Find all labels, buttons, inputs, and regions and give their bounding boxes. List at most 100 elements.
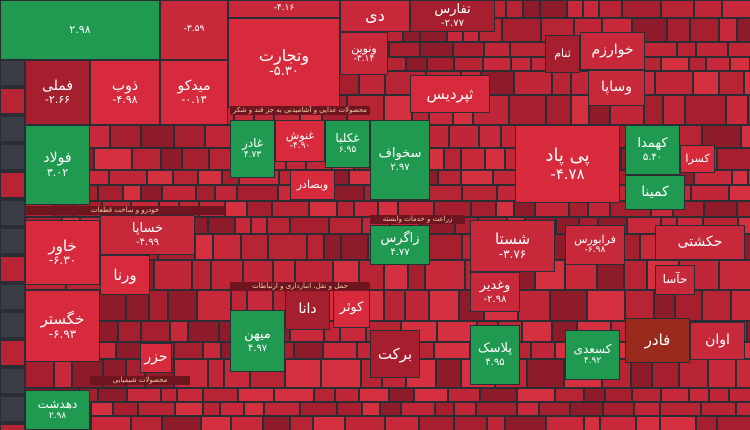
- stock-tile: -۳.۵۹: [160, 0, 228, 60]
- stock-tile: شستا -۳.۷۶: [470, 220, 555, 272]
- tile-filler: [717, 148, 750, 170]
- tile-filler: [479, 125, 501, 148]
- stock-name: کسرا: [685, 151, 710, 165]
- stock-change: ۳.۰۲: [46, 165, 69, 179]
- tile-filler: [309, 201, 337, 217]
- tile-filler: [118, 321, 141, 342]
- tile-filler: [235, 217, 251, 234]
- tile-filler: [0, 312, 25, 338]
- tile-filler: [359, 71, 385, 95]
- tile-filler: [177, 388, 203, 402]
- stock-tile: فرابورس -۶.۹۸: [565, 225, 625, 265]
- stock-tile: وساپا: [588, 70, 645, 106]
- tile-filler: [567, 0, 583, 18]
- tile-filler: [345, 416, 385, 430]
- tile-filler: [719, 71, 744, 95]
- tile-filler: [389, 42, 420, 57]
- stock-name: کهمدا: [637, 136, 668, 152]
- tile-filler: [730, 57, 750, 71]
- tile-filler: [313, 416, 345, 430]
- tile-filler: [546, 95, 571, 125]
- tile-filler: [741, 125, 750, 148]
- tile-filler: [485, 148, 505, 170]
- tile-filler: [323, 342, 357, 359]
- tile-filler: [268, 234, 307, 260]
- tile-filler: [597, 260, 624, 290]
- stock-name: ثنام: [554, 46, 571, 60]
- tile-filler: [708, 359, 736, 388]
- tile-filler: [584, 416, 600, 430]
- tile-filler: [505, 416, 546, 430]
- tile-filler: [453, 42, 484, 57]
- tile-filler: [294, 342, 323, 359]
- tile-filler: [518, 290, 550, 321]
- tile-filler: [550, 290, 587, 321]
- tile-filler: [497, 185, 517, 201]
- tile-filler: [514, 201, 535, 217]
- tile-filler: [405, 290, 429, 321]
- stock-tile: برکت: [370, 330, 420, 378]
- tile-filler: [132, 148, 161, 170]
- tile-filler: [555, 388, 584, 402]
- tile-filler: [208, 359, 224, 388]
- stock-name: ورنا: [113, 265, 137, 284]
- tile-filler: [722, 0, 750, 18]
- stock-tile: کهمدا ۵.۴۰: [625, 125, 680, 175]
- tile-filler: [748, 95, 750, 125]
- tile-filler: [161, 388, 177, 402]
- tile-filler: [197, 290, 231, 321]
- stock-name: برکت: [377, 344, 413, 363]
- stock-name: خوارزم: [591, 42, 634, 59]
- tile-filler: [0, 424, 25, 430]
- tile-filler: [729, 185, 750, 201]
- tile-filler: [701, 402, 736, 416]
- stock-change: -۶.۹۳: [48, 326, 77, 341]
- tile-filler: [729, 388, 750, 402]
- stock-name: حآسا: [662, 272, 688, 287]
- stock-tile: پی پاد -۴.۷۸: [515, 125, 620, 203]
- tile-filler: [737, 18, 750, 42]
- tile-filler: [0, 116, 25, 142]
- tile-filler: [522, 321, 552, 342]
- stock-tile: زاگرس ۴.۷۷: [370, 225, 430, 265]
- stock-name: غادر: [241, 136, 264, 151]
- tile-filler: [0, 200, 25, 226]
- tile-filler: [251, 217, 267, 234]
- tile-filler: [196, 185, 215, 201]
- tile-filler: [448, 388, 480, 402]
- tile-filler: [476, 402, 517, 416]
- stock-change: -۳.۷۶: [498, 246, 527, 261]
- tile-filler: [667, 18, 690, 42]
- stock-tile: فملی -۲.۶۶: [25, 60, 90, 125]
- stock-tile: فادر: [625, 318, 690, 363]
- tile-filler: [502, 18, 541, 42]
- tile-filler: [625, 290, 654, 321]
- tile-filler: [0, 88, 25, 114]
- tile-filler: [337, 201, 354, 217]
- tile-filler: [588, 201, 610, 217]
- stock-name: فرابورس: [574, 233, 616, 246]
- tile-filler: [454, 402, 476, 416]
- stock-name: اوان: [705, 332, 730, 349]
- sector-header: محصولات شیمیایی: [90, 376, 190, 385]
- stock-tile: ذوب -۴.۹۸: [90, 60, 160, 125]
- tile-filler: [496, 201, 514, 217]
- stock-tile: ونوین -۳.۱۴: [340, 32, 388, 75]
- tile-filler: [506, 0, 523, 18]
- tile-filler: [483, 57, 511, 71]
- tile-filler: [732, 170, 748, 185]
- tile-filler: [461, 170, 493, 185]
- tile-filler: [205, 125, 231, 148]
- sector-header: حمل و نقل، انبارداری و ارتباطات: [230, 282, 370, 291]
- tile-filler: [141, 185, 162, 201]
- tile-filler: [747, 321, 750, 342]
- stock-name: ونوین: [351, 41, 377, 55]
- tile-filler: [702, 290, 731, 321]
- tile-filler: [605, 388, 632, 402]
- tile-filler: [123, 185, 141, 201]
- stock-name: میدکو: [177, 77, 211, 94]
- stock-name: میهن: [244, 327, 271, 343]
- tile-filler: [719, 18, 737, 42]
- tile-filler: [570, 402, 603, 416]
- tile-filler: [175, 402, 203, 416]
